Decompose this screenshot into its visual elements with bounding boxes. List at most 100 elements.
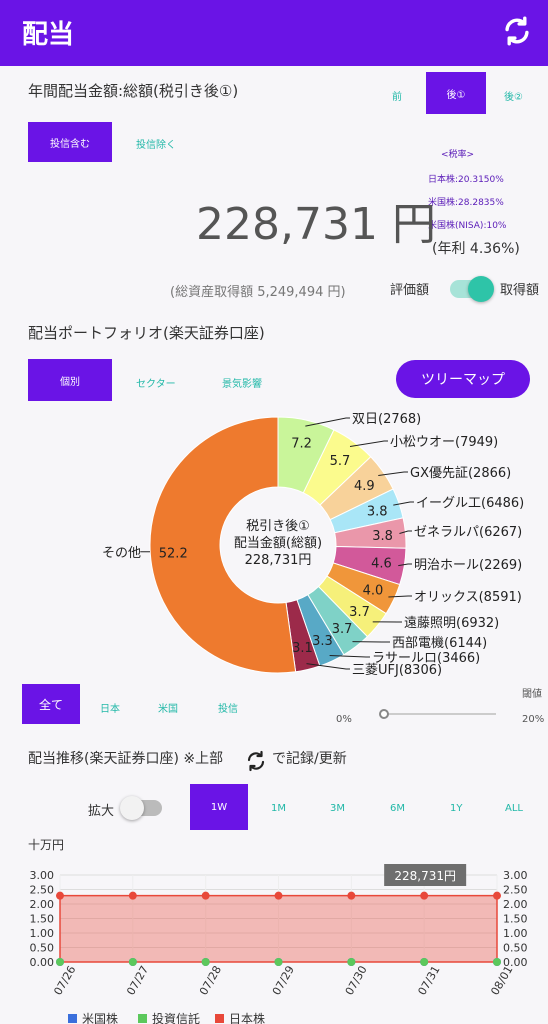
tax-rate-jp: 日本株:20.3150% [428,175,504,185]
x-tick-label: 07/31 [416,964,443,998]
data-point[interactable] [128,958,137,966]
legend-swatch [215,1014,224,1023]
data-point[interactable] [493,891,501,900]
period-1w[interactable]: 1W [190,784,248,830]
donut-callout-line [305,417,350,427]
toggle-label-cost: 取得額 [500,283,540,298]
data-point[interactable] [420,958,429,966]
donut-callout-label: 明治ホール(2269) [414,558,522,573]
donut-value-label: 3.3 [312,634,333,649]
x-tick-label: 08/01 [488,964,515,998]
tab-tax-after2[interactable]: 後② [504,92,523,103]
donut-center-line2: 配当金額(総額) [234,535,322,551]
x-tick-label: 07/27 [124,964,151,998]
donut-callout-line [378,471,408,476]
tab-economic-impact[interactable]: 景気影響 [222,379,262,390]
y-tick-label-left: 1.00 [30,927,55,940]
tooltip-box [384,864,467,886]
filter-japan[interactable]: 日本 [100,704,120,715]
zoom-toggle[interactable] [120,796,162,820]
trend-title: 配当推移(楽天証券口座) ※上部 [28,751,224,767]
refresh-icon-inline [247,750,265,772]
donut-callout-line [398,563,412,567]
data-point[interactable] [56,958,64,966]
total-cost: (総資産取得額 5,249,494 円) [170,285,346,300]
annual-yield: (年利 4.36%) [432,241,520,257]
y-tick-label-right: 0.50 [503,942,528,955]
data-point[interactable] [128,891,137,900]
tab-sector[interactable]: セクター [136,379,176,390]
toggle-knob [468,276,494,302]
y-tick-label-right: 2.50 [503,884,528,897]
legend-swatch [68,1014,77,1023]
y-tick-label-right: 0.00 [503,956,528,969]
tab-tax-before[interactable]: 前 [392,92,402,103]
donut-callout-label: 双日(2768) [352,412,421,427]
y-tick-label-left: 2.00 [30,898,55,911]
treemap-button[interactable]: ツリーマップ [396,360,530,398]
data-point[interactable] [493,958,501,966]
donut-value-label: 3.7 [349,605,370,620]
x-tick-label: 07/30 [343,964,370,998]
data-point[interactable] [201,891,210,900]
donut-value-label: 7.2 [291,437,312,452]
donut-callout-label: 西部電機(6144) [392,636,487,651]
donut-callout-label: GX優先証(2866) [410,466,511,481]
series-area [59,894,498,963]
filter-exclude-funds[interactable]: 投信除く [136,140,176,151]
slider-thumb[interactable] [378,709,389,719]
donut-callout-line [306,663,350,670]
donut-callout-label: 小松ウオー(7949) [390,435,498,450]
portfolio-title: 配当ポートフォリオ(楽天証券口座) [28,324,265,342]
threshold-label: 閾値 [522,689,542,700]
slider-min-label: 0% [336,714,352,725]
data-point[interactable] [274,958,283,966]
period-3m[interactable]: 3M [330,803,345,814]
data-point[interactable] [347,891,356,900]
threshold-slider[interactable] [378,709,496,719]
tax-rate-us: 米国株:28.2835% [428,198,504,208]
period-all[interactable]: ALL [505,803,523,814]
portfolio-donut-chart: 7.25.74.93.83.84.64.03.73.73.33.152.2 双日… [102,412,524,678]
data-point[interactable] [420,891,429,900]
period-6m[interactable]: 6M [390,803,405,814]
tax-rate-title: <税率> [441,150,475,160]
filter-funds[interactable]: 投信 [218,704,238,715]
tooltip-text: 228,731円 [394,869,456,883]
donut-value-label: 5.7 [330,454,351,469]
filter-include-funds[interactable]: 投信含む [28,122,112,162]
data-point[interactable] [274,891,283,900]
y-tick-label-left: 1.50 [30,913,55,926]
y-tick-label-right: 3.00 [503,869,528,882]
trend-title-suffix: で記録/更新 [272,751,347,767]
annual-title: 年間配当金額:総額(税引き後①) [28,82,239,100]
x-tick-label: 07/26 [51,964,78,998]
tab-tax-after1[interactable]: 後① [426,72,486,114]
app-bar: 配当 [0,0,548,66]
y-tick-label-left: 0.50 [30,942,55,955]
y-tick-label-right: 2.00 [503,898,528,911]
data-point[interactable] [347,958,356,966]
x-tick-label: 07/29 [270,964,297,998]
annual-amount: 228,731 円 [196,199,436,250]
filter-us[interactable]: 米国 [158,704,178,715]
donut-callout-label: 遠藤照明(6932) [404,616,499,631]
donut-value-label: 52.2 [159,546,188,561]
period-1m[interactable]: 1M [271,803,286,814]
donut-callout-line [399,530,412,534]
refresh-icon[interactable] [500,14,534,48]
period-1y[interactable]: 1Y [450,803,463,814]
tab-individual[interactable]: 個別 [28,359,112,401]
valuation-toggle[interactable] [450,276,494,302]
legend-swatch [138,1014,147,1023]
app-title: 配当 [22,20,75,50]
donut-value-label: 4.9 [354,479,375,494]
donut-value-label: 3.8 [372,529,393,544]
data-point[interactable] [56,891,64,900]
trend-y-unit: 十万円 [28,838,65,852]
filter-all[interactable]: 全て [22,684,80,724]
donut-slice[interactable] [149,416,297,674]
legend-label: 日本株 [229,1011,265,1024]
donut-callout-line [329,655,370,658]
data-point[interactable] [201,958,210,966]
